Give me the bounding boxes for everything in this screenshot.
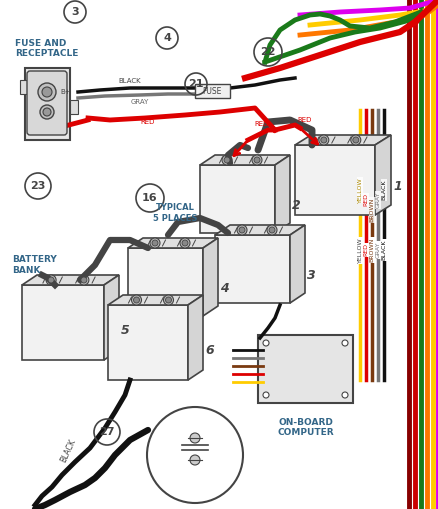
Text: ON-BOARD
COMPUTER: ON-BOARD COMPUTER <box>276 418 333 437</box>
Text: RED: RED <box>297 117 311 123</box>
Text: BLACK: BLACK <box>118 78 141 84</box>
Text: 6: 6 <box>205 344 213 356</box>
Bar <box>215 235 290 303</box>
Circle shape <box>79 275 89 285</box>
Circle shape <box>165 297 171 303</box>
Polygon shape <box>274 155 290 233</box>
Circle shape <box>190 433 200 443</box>
Circle shape <box>350 135 360 145</box>
Circle shape <box>251 155 261 165</box>
Text: 1: 1 <box>392 181 401 193</box>
Circle shape <box>81 277 87 283</box>
Text: GRAY: GRAY <box>374 242 380 258</box>
Text: 3: 3 <box>306 269 315 282</box>
Text: FUSE AND
RECEPTACLE: FUSE AND RECEPTACLE <box>15 39 78 58</box>
Circle shape <box>48 277 54 283</box>
Text: 23: 23 <box>30 181 46 191</box>
Circle shape <box>320 137 326 143</box>
Polygon shape <box>108 295 202 305</box>
Circle shape <box>341 392 347 398</box>
Bar <box>258 335 352 403</box>
Polygon shape <box>128 238 218 248</box>
Text: BLACK: BLACK <box>59 438 77 464</box>
Text: BROWN: BROWN <box>369 198 374 222</box>
Polygon shape <box>104 275 119 360</box>
Bar <box>70 100 78 114</box>
Circle shape <box>182 240 187 246</box>
Polygon shape <box>25 68 70 140</box>
Circle shape <box>318 135 328 145</box>
Polygon shape <box>22 275 119 285</box>
Text: RED: RED <box>141 119 155 125</box>
Text: 4: 4 <box>162 33 170 43</box>
Text: 4: 4 <box>219 282 228 295</box>
Text: RED: RED <box>363 243 367 257</box>
Polygon shape <box>200 155 290 165</box>
Bar <box>128 248 202 316</box>
Circle shape <box>266 225 276 235</box>
FancyBboxPatch shape <box>27 71 67 135</box>
Circle shape <box>262 340 268 346</box>
Circle shape <box>352 137 358 143</box>
Polygon shape <box>187 295 202 380</box>
Bar <box>194 84 230 98</box>
Polygon shape <box>374 135 390 215</box>
Text: YELLOW: YELLOW <box>357 177 362 203</box>
Circle shape <box>223 157 230 163</box>
Text: GRAY: GRAY <box>131 99 149 105</box>
Circle shape <box>237 225 247 235</box>
Circle shape <box>131 295 141 305</box>
Circle shape <box>150 238 159 248</box>
Text: RED: RED <box>363 193 367 207</box>
Polygon shape <box>202 238 218 316</box>
Bar <box>108 305 187 380</box>
Polygon shape <box>294 135 390 145</box>
Circle shape <box>40 105 54 119</box>
Circle shape <box>133 297 139 303</box>
Circle shape <box>341 340 347 346</box>
Polygon shape <box>290 225 304 303</box>
Circle shape <box>180 238 190 248</box>
Bar <box>20 80 28 94</box>
Text: BATTERY
BANK: BATTERY BANK <box>12 256 57 275</box>
Circle shape <box>43 108 51 116</box>
Text: 3: 3 <box>71 7 79 17</box>
Text: BROWN: BROWN <box>369 238 374 262</box>
Circle shape <box>152 240 158 246</box>
Text: BLACK: BLACK <box>381 240 385 260</box>
Text: 2: 2 <box>291 200 300 212</box>
Text: RED: RED <box>254 121 268 127</box>
Text: B+: B+ <box>60 89 71 95</box>
Text: YELLOW: YELLOW <box>357 237 362 263</box>
Circle shape <box>190 455 200 465</box>
Circle shape <box>262 392 268 398</box>
Text: 21: 21 <box>188 79 203 89</box>
Text: 22: 22 <box>260 47 275 57</box>
Circle shape <box>268 227 274 233</box>
Text: BLACK: BLACK <box>381 180 385 200</box>
Bar <box>22 285 104 360</box>
Text: GRAY: GRAY <box>374 192 380 208</box>
Bar <box>294 145 374 215</box>
Text: 27: 27 <box>99 427 114 437</box>
Text: TYPICAL
5 PLACES: TYPICAL 5 PLACES <box>152 203 197 223</box>
Circle shape <box>163 295 173 305</box>
Circle shape <box>238 227 244 233</box>
Circle shape <box>46 275 56 285</box>
Circle shape <box>42 87 52 97</box>
Text: 16: 16 <box>142 193 157 203</box>
Circle shape <box>38 83 56 101</box>
Text: 5: 5 <box>121 324 130 336</box>
Circle shape <box>254 157 259 163</box>
Text: FUSE: FUSE <box>202 87 221 96</box>
Circle shape <box>222 155 231 165</box>
Bar <box>200 165 274 233</box>
Polygon shape <box>215 225 304 235</box>
